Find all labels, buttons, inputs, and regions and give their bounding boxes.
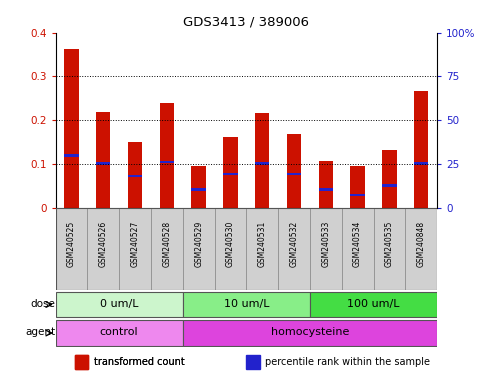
Text: transformed count: transformed count [94,357,185,367]
Bar [56,208,87,290]
Text: GSM240529: GSM240529 [194,220,203,266]
Text: GSM240534: GSM240534 [353,220,362,267]
Text: agent: agent [26,328,56,338]
Text: GSM240531: GSM240531 [258,220,267,266]
Bar [255,113,270,208]
Bar [128,142,142,208]
Bar [191,188,206,190]
Text: GSM240535: GSM240535 [385,220,394,267]
Bar [151,208,183,290]
Bar [351,166,365,208]
Text: percentile rank within the sample: percentile rank within the sample [266,357,430,367]
Bar [160,161,174,163]
Bar [373,208,405,290]
Text: GSM240526: GSM240526 [99,220,108,266]
Bar [382,150,397,208]
Bar [246,356,260,369]
Bar [183,320,437,346]
Bar [191,166,206,208]
Bar [56,292,183,317]
Bar [64,154,79,157]
Text: GSM240527: GSM240527 [130,220,140,266]
Text: GSM240533: GSM240533 [321,220,330,267]
Text: transformed count: transformed count [94,357,185,367]
Bar [223,137,238,208]
Text: 10 um/L: 10 um/L [224,299,269,309]
Bar [287,134,301,208]
Bar [183,208,214,290]
Text: GDS3413 / 389006: GDS3413 / 389006 [184,16,309,29]
Text: GSM240525: GSM240525 [67,220,76,266]
Text: GSM240530: GSM240530 [226,220,235,267]
Text: dose: dose [30,299,56,309]
Text: homocysteine: homocysteine [271,328,349,338]
Bar [414,91,428,208]
Bar [351,194,365,196]
Bar [87,208,119,290]
Text: control: control [100,328,139,338]
Bar [310,292,437,317]
Bar [278,208,310,290]
Bar [160,103,174,208]
Bar [223,172,238,175]
Bar [96,162,111,165]
Text: GSM240528: GSM240528 [162,220,171,266]
Bar [382,184,397,187]
Text: GSM240532: GSM240532 [289,220,298,266]
Bar [414,162,428,165]
Bar [56,320,183,346]
Bar [405,208,437,290]
Bar [183,292,310,317]
Bar [75,356,88,369]
Bar [64,49,79,208]
Bar [246,208,278,290]
Bar [255,162,270,165]
Text: 100 um/L: 100 um/L [347,299,400,309]
Text: 0 um/L: 0 um/L [100,299,139,309]
Bar [319,188,333,190]
Bar [319,161,333,208]
Bar [119,208,151,290]
Bar [287,172,301,175]
Bar [214,208,246,290]
Bar [75,356,88,369]
Bar [342,208,373,290]
Bar [310,208,342,290]
Bar [128,175,142,177]
Text: GSM240848: GSM240848 [417,220,426,266]
Bar [96,113,111,208]
